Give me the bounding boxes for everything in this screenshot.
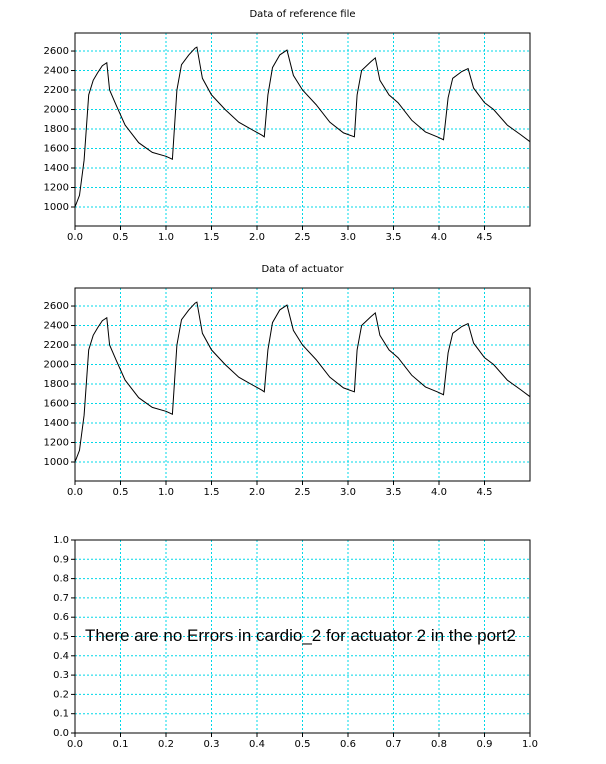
x-tick-label: 4.5 (477, 232, 493, 243)
x-tick-label: 1.5 (204, 487, 220, 498)
x-tick-label: 3.0 (340, 232, 356, 243)
y-tick-label: 1600 (44, 144, 69, 155)
x-tick-label: 0.9 (477, 739, 493, 750)
y-tick-label: 2600 (44, 301, 69, 312)
plot-frame (74, 32, 531, 227)
x-tick-label: 1.0 (158, 487, 174, 498)
y-tick-label: 2400 (44, 321, 69, 332)
y-tick-label: 1400 (44, 163, 69, 174)
y-tick-label: 1000 (44, 457, 69, 468)
x-tick-label: 2.0 (249, 487, 265, 498)
x-tick-label: 0.1 (113, 739, 129, 750)
data-line (74, 301, 531, 463)
x-tick-label: 0.0 (67, 739, 83, 750)
plot-frame (74, 287, 531, 482)
y-tick-label: 2000 (44, 360, 69, 371)
x-tick-label: 3.5 (386, 232, 402, 243)
y-tick-label: 0.9 (53, 554, 69, 565)
x-tick-label: 0.0 (67, 232, 83, 243)
chart-title: Data of actuator (261, 264, 344, 275)
y-tick-label: 1800 (44, 379, 69, 390)
x-tick-label: 0.7 (386, 739, 402, 750)
x-tick-label: 1.5 (204, 232, 220, 243)
y-tick-label: 0.8 (53, 574, 69, 585)
x-tick-label: 0.5 (295, 739, 311, 750)
x-tick-label: 1.0 (522, 739, 538, 750)
x-tick-label: 4.5 (477, 487, 493, 498)
y-tick-label: 0.7 (53, 593, 69, 604)
y-tick-label: 2400 (44, 66, 69, 77)
y-tick-label: 1800 (44, 124, 69, 135)
x-tick-label: 2.0 (249, 232, 265, 243)
y-tick-label: 2200 (44, 85, 69, 96)
x-tick-label: 2.5 (295, 487, 311, 498)
y-tick-label: 0.0 (53, 728, 69, 739)
y-tick-label: 1200 (44, 437, 69, 448)
y-tick-label: 0.3 (53, 670, 69, 681)
data-line (74, 46, 531, 208)
y-tick-label: 1200 (44, 182, 69, 193)
x-tick-label: 0.8 (431, 739, 447, 750)
y-tick-label: 1600 (44, 399, 69, 410)
y-tick-label: 0.4 (53, 651, 69, 662)
x-tick-label: 3.5 (386, 487, 402, 498)
y-tick-label: 0.1 (53, 709, 69, 720)
y-tick-label: 1.0 (53, 535, 69, 546)
x-tick-label: 4.0 (431, 232, 447, 243)
y-tick-label: 1000 (44, 202, 69, 213)
plot-frame (74, 539, 531, 734)
y-tick-label: 1400 (44, 418, 69, 429)
x-tick-label: 0.5 (113, 487, 129, 498)
annotation: There are no Errors in cardio_2 for actu… (85, 626, 516, 645)
y-tick-label: 2600 (44, 46, 69, 57)
x-tick-label: 0.5 (113, 232, 129, 243)
x-tick-label: 0.2 (158, 739, 174, 750)
y-tick-label: 2000 (44, 105, 69, 116)
x-tick-label: 3.0 (340, 487, 356, 498)
y-tick-label: 2200 (44, 340, 69, 351)
x-tick-label: 0.6 (340, 739, 356, 750)
y-tick-label: 0.5 (53, 632, 69, 643)
x-tick-label: 1.0 (158, 232, 174, 243)
x-tick-label: 2.5 (295, 232, 311, 243)
y-tick-label: 0.6 (53, 612, 69, 623)
x-tick-label: 0.3 (204, 739, 220, 750)
x-tick-label: 0.4 (249, 739, 265, 750)
x-tick-label: 4.0 (431, 487, 447, 498)
y-tick-label: 0.2 (53, 689, 69, 700)
chart-title: Data of reference file (249, 9, 355, 20)
x-tick-label: 0.0 (67, 487, 83, 498)
